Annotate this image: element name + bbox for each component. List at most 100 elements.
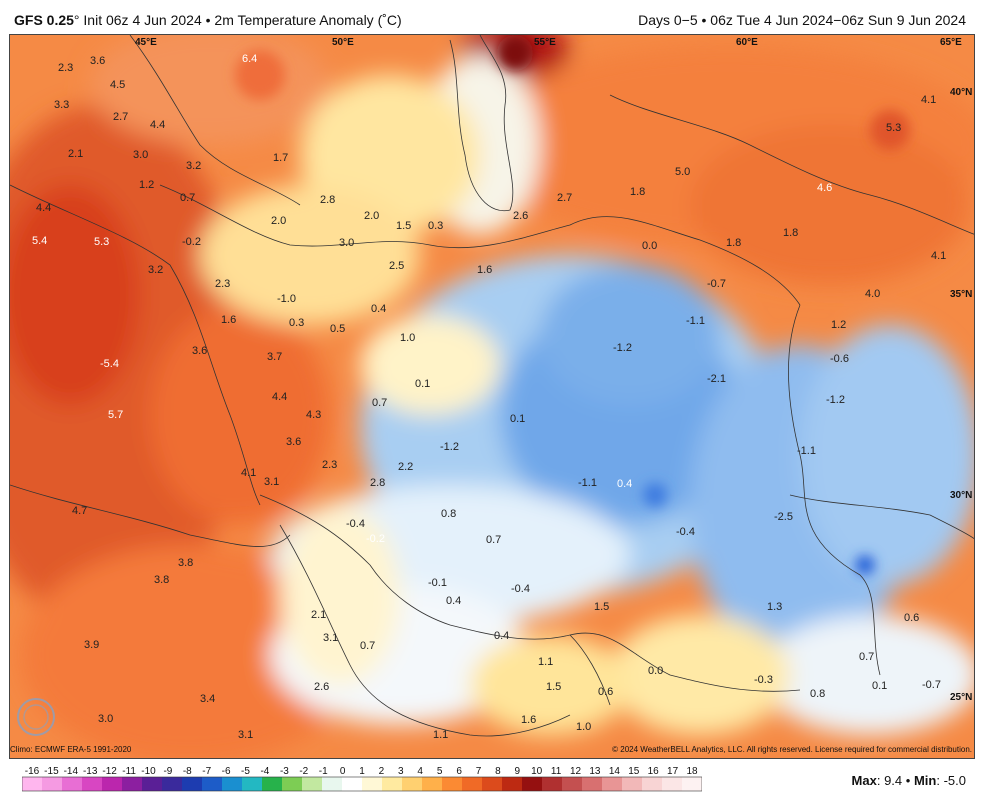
grid-label: 25°N bbox=[950, 692, 972, 703]
anomaly-value: -0.4 bbox=[346, 518, 365, 530]
min-value: -5.0 bbox=[943, 773, 966, 788]
weatherbell-logo bbox=[16, 697, 98, 737]
max-label: Max bbox=[851, 773, 877, 788]
anomaly-value: 4.4 bbox=[150, 119, 165, 131]
anomaly-value: 2.3 bbox=[215, 278, 230, 290]
color-bar-tick: -5 bbox=[241, 766, 250, 777]
anomaly-value: 1.1 bbox=[538, 656, 553, 668]
anomaly-value: 1.2 bbox=[831, 319, 846, 331]
grid-label: 35°N bbox=[950, 289, 972, 300]
map-header: GFS 0.25° Init 06z 4 Jun 2024 • 2m Tempe… bbox=[0, 0, 984, 34]
color-bar-tick: 8 bbox=[495, 766, 501, 777]
color-bar-tick: -1 bbox=[319, 766, 328, 777]
model-name: GFS 0.25 bbox=[14, 12, 74, 28]
anomaly-value: 0.1 bbox=[872, 680, 887, 692]
color-bar-swatch bbox=[342, 777, 363, 791]
color-bar-swatch bbox=[502, 777, 523, 791]
anomaly-value: 5.3 bbox=[94, 236, 109, 248]
color-bar-tick: -9 bbox=[163, 766, 172, 777]
anomaly-value: 3.1 bbox=[264, 476, 279, 488]
anomaly-highlights bbox=[235, 35, 910, 575]
header-left: GFS 0.25° Init 06z 4 Jun 2024 • 2m Tempe… bbox=[14, 12, 402, 28]
copyright-note: © 2024 WeatherBELL Analytics, LLC. All r… bbox=[612, 745, 972, 754]
color-bar-tick: -16 bbox=[25, 766, 40, 777]
climo-note: Climo: ECMWF ERA-5 1991-2020 bbox=[10, 745, 132, 754]
color-bar-swatch bbox=[602, 777, 623, 791]
anomaly-value: 1.8 bbox=[630, 186, 645, 198]
anomaly-value: 0.7 bbox=[360, 640, 375, 652]
anomaly-value: -0.7 bbox=[922, 679, 941, 691]
anomaly-value: 3.0 bbox=[339, 237, 354, 249]
anomaly-value: 1.3 bbox=[767, 601, 782, 613]
color-bar-swatch bbox=[322, 777, 343, 791]
color-bar-tick: -13 bbox=[83, 766, 98, 777]
color-bar-tick: 18 bbox=[686, 766, 698, 777]
anomaly-value: 3.1 bbox=[323, 632, 338, 644]
anomaly-value: 4.0 bbox=[865, 288, 880, 300]
iraq-border bbox=[10, 184, 261, 506]
anomaly-value: 2.8 bbox=[320, 194, 335, 206]
color-bar-swatch bbox=[562, 777, 583, 791]
color-bar-swatch bbox=[162, 777, 183, 791]
anomaly-value: 4.6 bbox=[817, 182, 832, 194]
color-bar-swatch bbox=[302, 777, 323, 791]
color-bar-swatch bbox=[202, 777, 223, 791]
anomaly-value: 2.5 bbox=[389, 260, 404, 272]
anomaly-value: -0.4 bbox=[511, 583, 530, 595]
anomaly-value: 2.1 bbox=[68, 148, 83, 160]
anomaly-value: -0.2 bbox=[366, 533, 385, 545]
color-bar-swatch bbox=[142, 777, 163, 791]
anomaly-value: 0.6 bbox=[598, 686, 613, 698]
grid-label: 60°E bbox=[736, 37, 758, 48]
anomaly-value: 1.6 bbox=[521, 714, 536, 726]
arabia-border bbox=[10, 484, 291, 547]
anomaly-value: 2.3 bbox=[58, 62, 73, 74]
caucasus-border bbox=[129, 35, 301, 206]
color-bar: -16 -15 -14 -13 -12 -11 -10 -9 -8 -7 -6 -5 -4 -3 -2 -1 0… bbox=[21, 763, 703, 793]
anomaly-value: 2.8 bbox=[370, 477, 385, 489]
anomaly-map: 45°E 50°E 55°E 60°E 65°E 40°N 35°N 30°N 25°N 2.3… bbox=[9, 34, 975, 759]
color-bar-swatch bbox=[462, 777, 483, 791]
anomaly-value: 0.4 bbox=[446, 595, 461, 607]
grid-label: 50°E bbox=[332, 37, 354, 48]
anomaly-value: 3.8 bbox=[178, 557, 193, 569]
color-bar-tick: -8 bbox=[183, 766, 192, 777]
anomaly-value: 1.5 bbox=[594, 601, 609, 613]
color-bar-tick: -3 bbox=[280, 766, 289, 777]
color-bar-swatch bbox=[362, 777, 383, 791]
anomaly-value: -1.0 bbox=[277, 293, 296, 305]
pakistan-border bbox=[789, 494, 974, 540]
color-bar-tick: 2 bbox=[379, 766, 385, 777]
anomaly-value: 0.1 bbox=[415, 378, 430, 390]
anomaly-value: 2.7 bbox=[557, 192, 572, 204]
anomaly-value: 4.3 bbox=[306, 409, 321, 421]
anomaly-field bbox=[10, 35, 974, 758]
anomaly-value: 3.1 bbox=[238, 729, 253, 741]
color-bar-tick: 15 bbox=[628, 766, 640, 777]
anomaly-value: -2.5 bbox=[774, 511, 793, 523]
anomaly-value: 2.6 bbox=[314, 681, 329, 693]
anomaly-value: 2.3 bbox=[322, 459, 337, 471]
color-bar-swatch bbox=[662, 777, 683, 791]
color-bar-tick: -10 bbox=[141, 766, 156, 777]
anomaly-value: 1.6 bbox=[221, 314, 236, 326]
anomaly-value: -5.4 bbox=[100, 358, 119, 370]
anomaly-value: 2.0 bbox=[271, 215, 286, 227]
color-bar-tick: 11 bbox=[551, 766, 562, 777]
color-bar-tick: 6 bbox=[456, 766, 462, 777]
color-bar-swatch bbox=[622, 777, 643, 791]
anomaly-value: 1.0 bbox=[576, 721, 591, 733]
grid-label: 40°N bbox=[950, 87, 972, 98]
anomaly-value: 4.1 bbox=[921, 94, 936, 106]
anomaly-value: 5.7 bbox=[108, 409, 123, 421]
color-bar-tick: 3 bbox=[398, 766, 404, 777]
anomaly-value: -0.1 bbox=[428, 577, 447, 589]
anomaly-value: 1.2 bbox=[139, 179, 154, 191]
anomaly-value: 1.6 bbox=[477, 264, 492, 276]
color-bar-swatch bbox=[482, 777, 503, 791]
anomaly-value: -2.1 bbox=[707, 373, 726, 385]
anomaly-value: -1.1 bbox=[797, 445, 816, 457]
gulf-coast bbox=[259, 494, 801, 692]
model-degree: ° bbox=[73, 12, 80, 28]
anomaly-value: 0.0 bbox=[648, 665, 663, 677]
